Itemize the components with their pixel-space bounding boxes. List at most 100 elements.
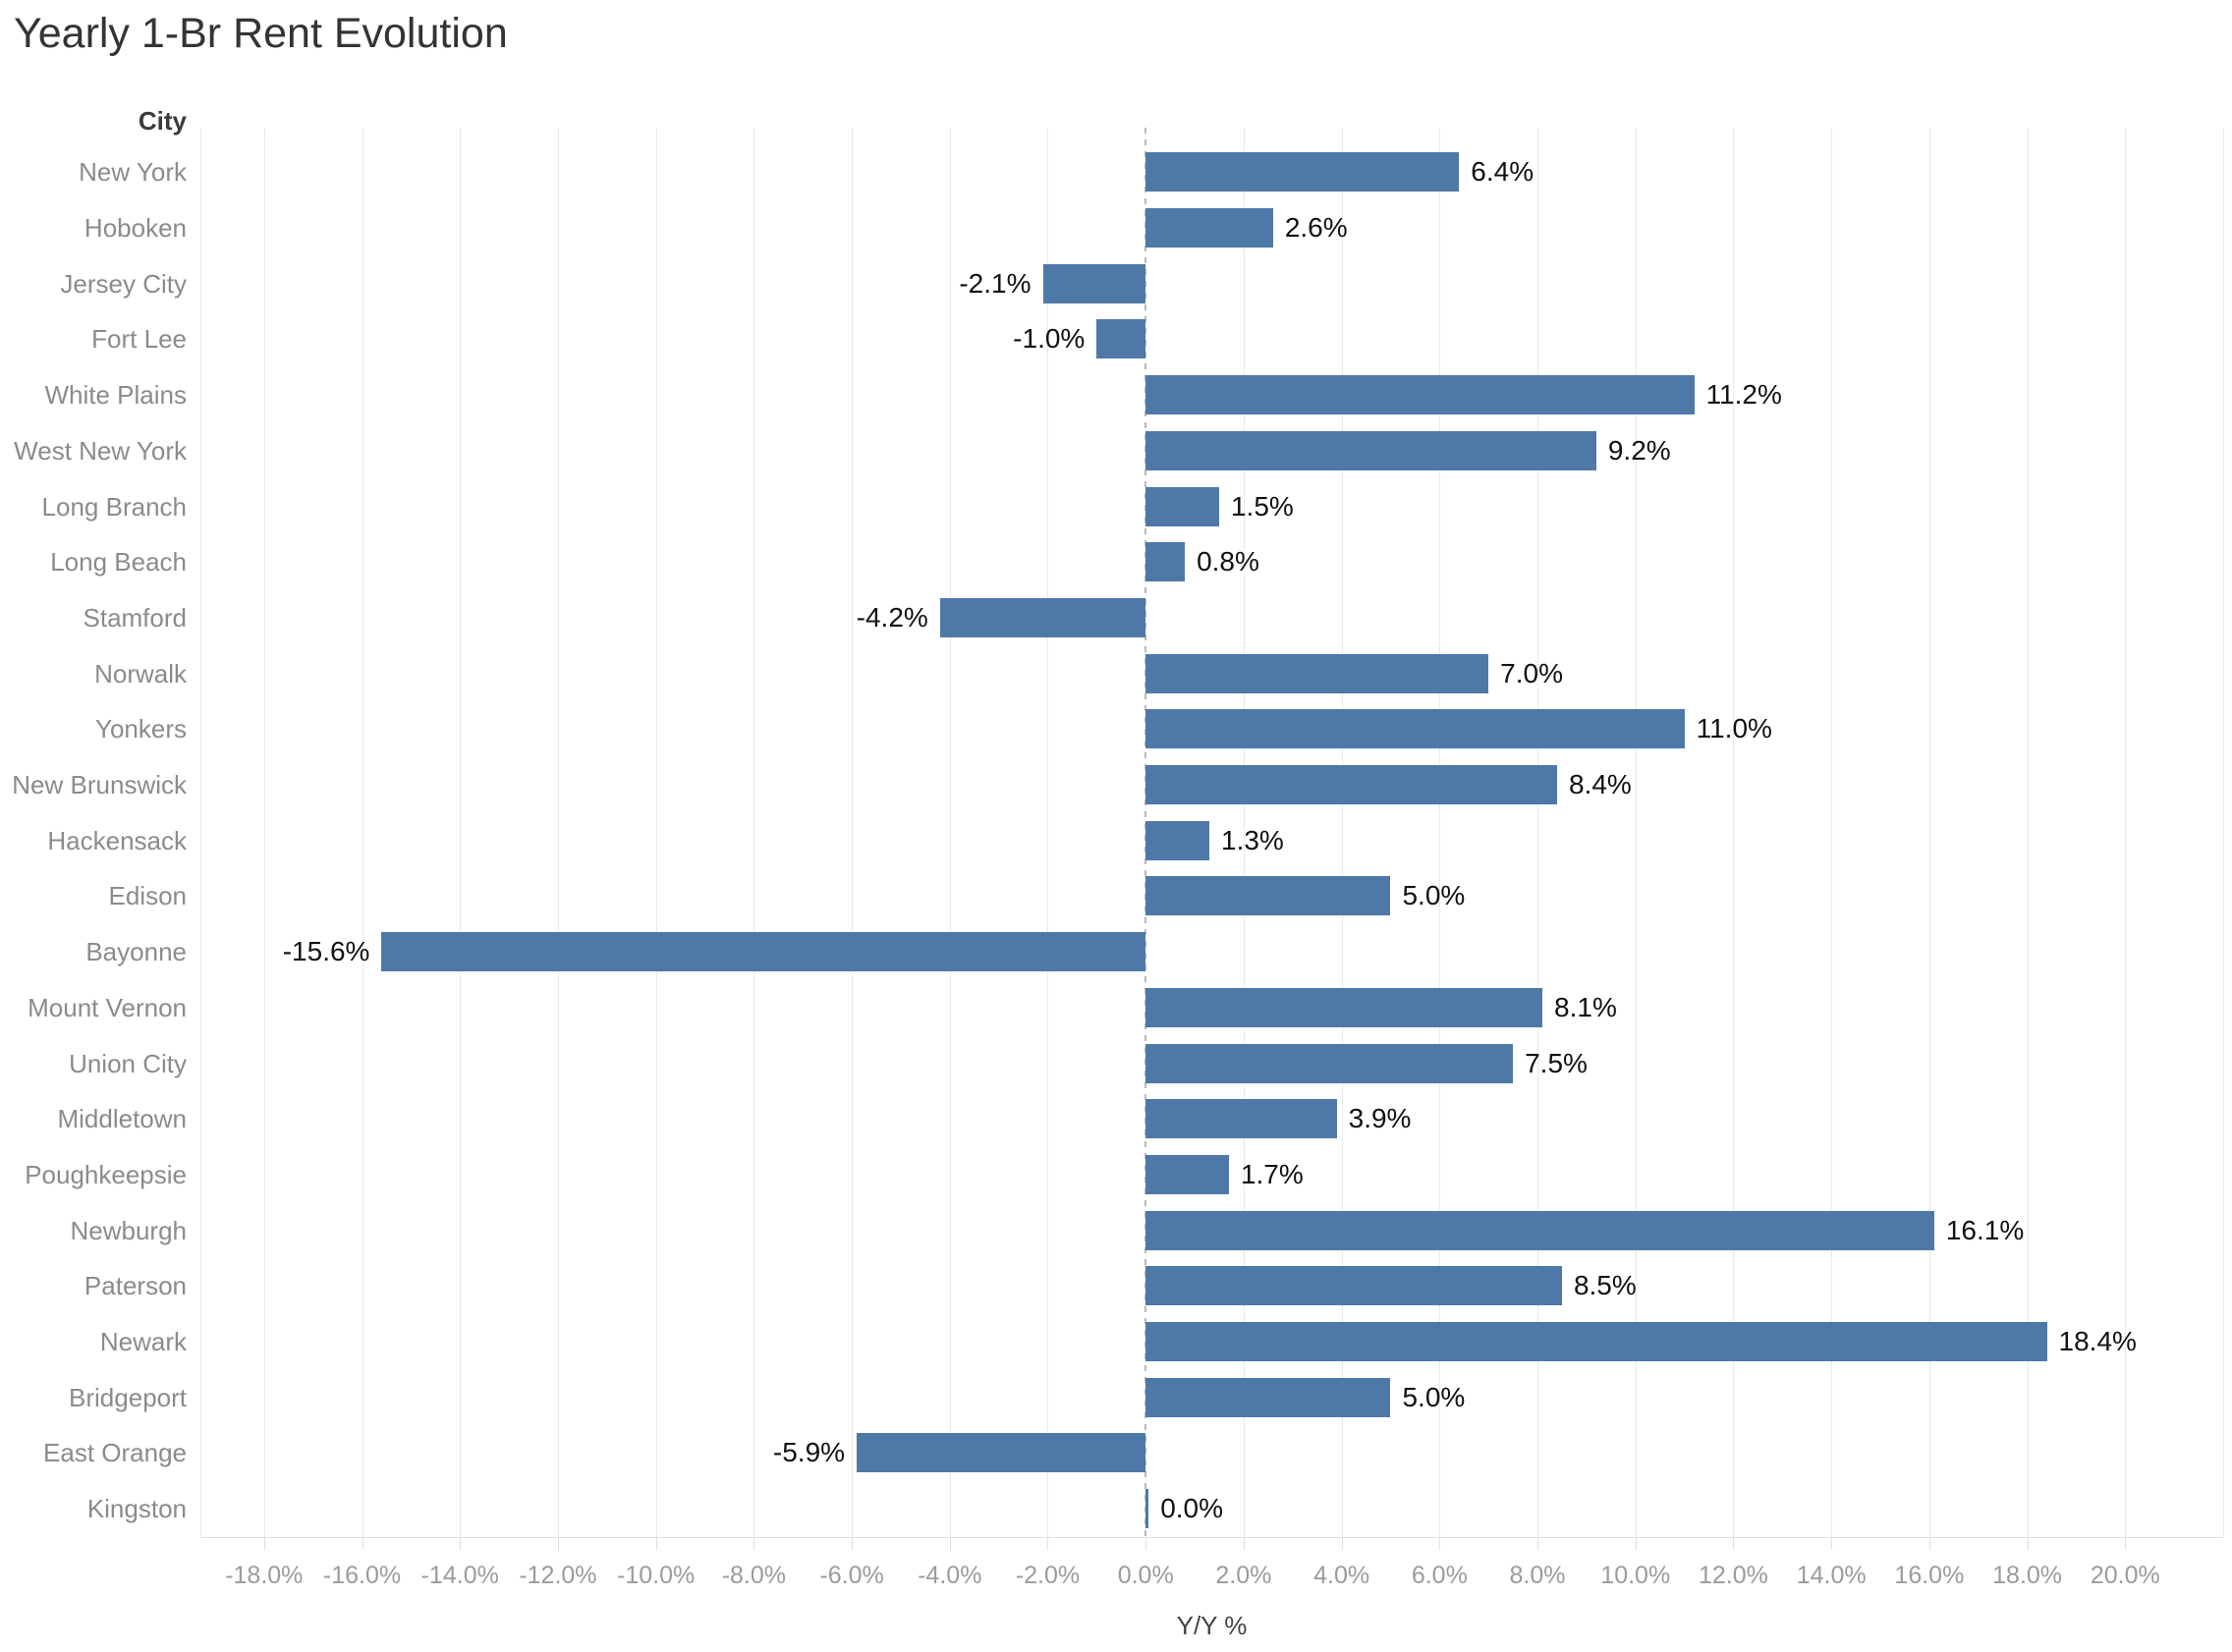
bar[interactable] xyxy=(1145,876,1391,916)
bar[interactable] xyxy=(1145,1154,1229,1194)
bar[interactable] xyxy=(1145,375,1695,415)
gridline xyxy=(1439,128,1441,1537)
x-tick-label: 18.0% xyxy=(1992,1562,2063,1589)
bar[interactable] xyxy=(1145,1322,2047,1362)
category-label: White Plains xyxy=(44,380,188,411)
value-label: 5.0% xyxy=(1402,880,1466,911)
value-label: 1.7% xyxy=(1240,1158,1304,1189)
bar[interactable] xyxy=(1145,987,1542,1027)
gridline xyxy=(655,128,657,1537)
category-label: Norwalk xyxy=(94,658,187,688)
x-tick xyxy=(949,1538,951,1550)
bar[interactable] xyxy=(1096,319,1146,359)
value-label: 1.5% xyxy=(1230,490,1294,522)
category-label: Long Beach xyxy=(50,547,187,578)
gridline xyxy=(1928,128,1930,1537)
x-tick-label: -8.0% xyxy=(721,1562,786,1589)
category-label: Bridgeport xyxy=(69,1382,187,1412)
bar[interactable] xyxy=(1145,1489,1149,1529)
plot-right-border xyxy=(2223,128,2224,1537)
gridline xyxy=(1635,128,1637,1537)
bar[interactable] xyxy=(1145,486,1219,526)
bar[interactable] xyxy=(939,597,1146,637)
category-label: Paterson xyxy=(84,1271,187,1301)
gridline xyxy=(2125,128,2127,1537)
x-tick-label: -14.0% xyxy=(420,1562,499,1589)
x-tick-label: 6.0% xyxy=(1411,1562,1468,1589)
category-label: Stamford xyxy=(83,602,188,633)
bar[interactable] xyxy=(1145,208,1273,248)
bar[interactable] xyxy=(1145,1210,1934,1250)
x-axis-line xyxy=(200,1537,2223,1538)
value-label: -4.2% xyxy=(856,601,928,633)
bar[interactable] xyxy=(1042,263,1146,303)
bar[interactable] xyxy=(1145,1043,1514,1083)
value-label: 8.5% xyxy=(1573,1270,1637,1301)
x-tick xyxy=(1928,1538,1930,1550)
x-tick-label: 10.0% xyxy=(1600,1562,1671,1589)
gridline xyxy=(2027,128,2029,1537)
x-tick-label: 0.0% xyxy=(1117,1562,1174,1589)
bar[interactable] xyxy=(1145,152,1460,193)
bar[interactable] xyxy=(1145,1099,1337,1139)
value-label: 7.5% xyxy=(1525,1047,1588,1078)
category-label: Middletown xyxy=(57,1104,187,1134)
bar[interactable] xyxy=(1145,709,1685,749)
bar[interactable] xyxy=(857,1433,1146,1473)
category-label: Fort Lee xyxy=(91,324,187,355)
x-tick-label: 20.0% xyxy=(2090,1562,2160,1589)
x-tick-label: 8.0% xyxy=(1509,1562,1566,1589)
gridline xyxy=(1341,128,1343,1537)
value-label: 6.4% xyxy=(1471,156,1534,188)
category-label: Poughkeepsie xyxy=(25,1159,187,1189)
gridline xyxy=(557,128,559,1537)
value-label: 0.0% xyxy=(1160,1493,1224,1524)
value-label: 11.2% xyxy=(1705,379,1782,411)
x-tick xyxy=(2125,1538,2127,1550)
category-label: Edison xyxy=(108,881,188,911)
x-tick-label: -4.0% xyxy=(918,1562,982,1589)
category-label: Yonkers xyxy=(95,714,187,744)
bar[interactable] xyxy=(1145,542,1186,582)
value-label: 5.0% xyxy=(1402,1381,1466,1412)
value-label: 8.1% xyxy=(1554,991,1617,1022)
gridline xyxy=(1733,128,1735,1537)
bar[interactable] xyxy=(1145,765,1557,805)
value-label: 1.3% xyxy=(1221,824,1284,855)
bar[interactable] xyxy=(1145,820,1209,860)
category-label: New Brunswick xyxy=(12,770,187,800)
bar[interactable] xyxy=(1145,1266,1562,1306)
gridline xyxy=(1831,128,1833,1537)
value-label: 2.6% xyxy=(1284,212,1348,244)
category-label: West New York xyxy=(14,435,187,466)
value-label: 18.4% xyxy=(2058,1326,2137,1357)
x-tick xyxy=(460,1538,462,1550)
category-label: Long Branch xyxy=(41,491,187,522)
bar[interactable] xyxy=(1145,430,1596,470)
x-tick xyxy=(852,1538,854,1550)
gridline xyxy=(1243,128,1245,1537)
x-tick-label: -10.0% xyxy=(617,1562,696,1589)
x-tick xyxy=(1537,1538,1539,1550)
value-label: 7.0% xyxy=(1500,657,1563,688)
bar[interactable] xyxy=(1145,1377,1391,1417)
category-label: Mount Vernon xyxy=(28,992,187,1022)
value-label: 11.0% xyxy=(1696,713,1772,744)
category-label: Union City xyxy=(69,1048,187,1078)
x-tick xyxy=(1047,1538,1049,1550)
x-tick xyxy=(1145,1538,1147,1550)
plot-left-border xyxy=(200,128,201,1537)
bar[interactable] xyxy=(1145,653,1489,693)
value-label: -1.0% xyxy=(1013,323,1086,355)
x-tick xyxy=(753,1538,755,1550)
x-tick xyxy=(1635,1538,1637,1550)
gridline xyxy=(1047,128,1049,1537)
bar[interactable] xyxy=(381,932,1146,972)
x-tick-label: -16.0% xyxy=(322,1562,402,1589)
x-tick-label: -12.0% xyxy=(519,1562,597,1589)
gridline xyxy=(1537,128,1539,1537)
x-tick xyxy=(1831,1538,1833,1550)
category-label: East Orange xyxy=(43,1438,187,1468)
category-label: Hoboken xyxy=(84,213,187,244)
x-tick xyxy=(655,1538,657,1550)
